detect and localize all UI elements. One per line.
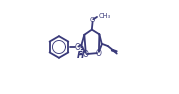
Text: O: O (95, 49, 101, 58)
Text: O: O (89, 17, 95, 23)
Text: O: O (74, 42, 80, 52)
Text: O: O (82, 50, 88, 59)
Text: H: H (76, 51, 84, 60)
Text: CH₃: CH₃ (98, 13, 111, 19)
